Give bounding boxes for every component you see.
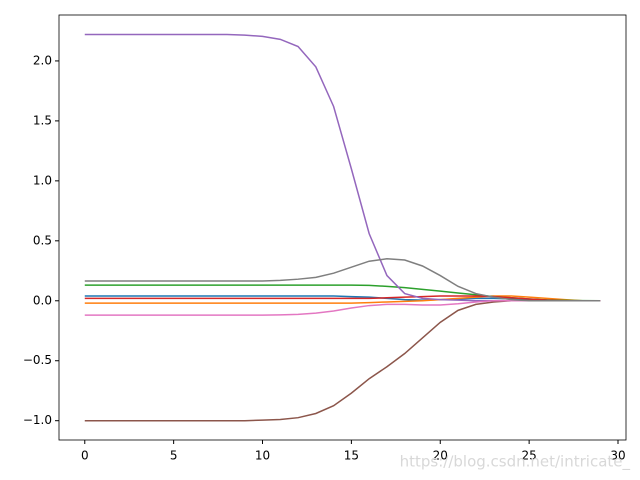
line	[84, 300, 601, 316]
y-tick-label: 0.5	[33, 233, 52, 247]
x-tick-label: 15	[344, 449, 359, 463]
line	[84, 295, 601, 304]
y-tick-label: −0.5	[23, 353, 52, 367]
y-tick-label: 2.0	[33, 53, 52, 67]
x-tick-label: 20	[433, 449, 448, 463]
y-tick-label: −1.0	[23, 413, 52, 427]
y-tick-label: 1.5	[33, 113, 52, 127]
x-tick-label: 10	[255, 449, 270, 463]
y-tick-label: 1.0	[33, 173, 52, 187]
y-tick-label: 0.0	[33, 293, 52, 307]
x-tick-label: 5	[170, 449, 178, 463]
x-tick-label: 25	[521, 449, 536, 463]
axes-frame	[58, 14, 627, 441]
x-tick-label: 0	[81, 449, 89, 463]
line	[84, 295, 601, 302]
x-tick-label: 30	[610, 449, 625, 463]
line	[84, 258, 601, 302]
watermark: https://blog.csdn.net/intricate_	[400, 453, 631, 472]
